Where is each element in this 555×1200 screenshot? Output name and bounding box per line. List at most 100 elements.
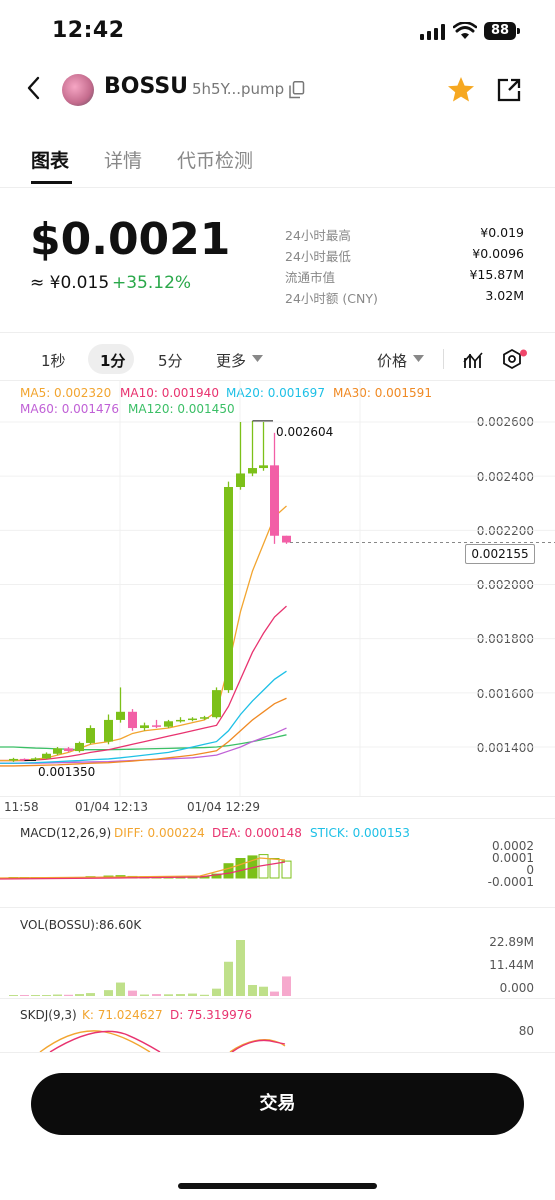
volume-bar bbox=[116, 982, 125, 996]
tab-details[interactable]: 详情 bbox=[104, 150, 143, 172]
high-price-label: 0.002604 bbox=[276, 425, 334, 439]
copy-icon[interactable] bbox=[289, 81, 305, 99]
macd-axis-label: 0.0002 bbox=[492, 839, 534, 853]
volume-bar bbox=[53, 994, 62, 996]
volume-bar bbox=[224, 961, 233, 996]
volume-bar bbox=[75, 994, 84, 996]
tab-chart[interactable]: 图表 bbox=[31, 150, 70, 172]
macd-dea-line bbox=[0, 861, 286, 880]
volume-bar bbox=[188, 993, 197, 996]
star-icon[interactable] bbox=[447, 76, 475, 103]
candle bbox=[116, 711, 125, 720]
more-dropdown-icon bbox=[252, 355, 263, 362]
candle bbox=[53, 748, 62, 754]
current-price-tag: 0.002155 bbox=[465, 544, 535, 564]
candle bbox=[31, 758, 40, 760]
volume-axis-label: 11.44M bbox=[489, 958, 534, 972]
tab-bar: 图表 详情 代币检测 bbox=[0, 138, 555, 188]
volume-axis-label: 22.89M bbox=[489, 935, 534, 949]
stat-value: 3.02M bbox=[485, 288, 524, 303]
status-bar: 12:42 88 bbox=[0, 0, 555, 60]
timeframe-more[interactable]: 更多 bbox=[216, 352, 247, 370]
candle bbox=[42, 753, 51, 759]
volume-bar bbox=[9, 995, 18, 996]
timeframe-1s[interactable]: 1秒 bbox=[41, 352, 66, 370]
volume-bar bbox=[20, 995, 29, 996]
stat-label: 24小时额 (CNY) bbox=[285, 291, 378, 306]
candle bbox=[259, 465, 268, 469]
ma30-label: MA30: 0.001591 bbox=[333, 386, 432, 400]
macd-title: MACD(12,26,9) bbox=[20, 826, 112, 840]
candlestick-chart[interactable] bbox=[0, 380, 555, 800]
volume-bar bbox=[259, 986, 268, 996]
candle bbox=[75, 742, 84, 752]
macd-diff-line bbox=[0, 857, 286, 879]
time-axis-label: 11:58 bbox=[4, 800, 39, 814]
volume-bar bbox=[212, 988, 221, 996]
share-icon[interactable] bbox=[496, 77, 522, 103]
wifi-icon bbox=[453, 22, 477, 39]
stat-label: 24小时最高 bbox=[285, 228, 351, 243]
candle bbox=[104, 719, 113, 742]
volume-bar bbox=[176, 994, 185, 996]
timeframe-5m[interactable]: 5分 bbox=[158, 352, 183, 370]
indicator-icon[interactable] bbox=[463, 350, 483, 370]
candle bbox=[64, 748, 73, 752]
macd-stick: STICK: 0.000153 bbox=[310, 826, 410, 840]
ma10-label: MA10: 0.001940 bbox=[120, 386, 219, 400]
candle bbox=[282, 535, 291, 543]
back-icon[interactable] bbox=[26, 76, 40, 105]
price-usd: $0.0021 bbox=[30, 214, 231, 265]
token-address: 5h5Y...pump bbox=[192, 80, 285, 98]
stat-value: ¥0.019 bbox=[480, 225, 524, 240]
volume-bar bbox=[140, 994, 149, 996]
volume-bar bbox=[200, 994, 209, 996]
status-time: 12:42 bbox=[52, 18, 125, 43]
tab-token-check[interactable]: 代币检测 bbox=[177, 150, 254, 172]
macd-bar bbox=[223, 863, 234, 879]
stat-value: ¥15.87M bbox=[469, 267, 524, 282]
ma20-line bbox=[0, 670, 287, 764]
trade-button[interactable]: 交易 bbox=[31, 1073, 524, 1135]
volume-title: VOL(BOSSU):86.60K bbox=[20, 918, 142, 932]
token-header: BOSSU 5h5Y...pump bbox=[0, 62, 555, 118]
stat-value: ¥0.0096 bbox=[472, 246, 524, 261]
skdj-title: SKDJ(9,3) bbox=[20, 1008, 77, 1022]
tabs-divider bbox=[0, 187, 555, 188]
candle bbox=[236, 473, 245, 487]
candle bbox=[224, 487, 233, 691]
timeframe-active-bg bbox=[88, 344, 134, 374]
candle bbox=[176, 719, 185, 722]
tab-active-indicator bbox=[31, 181, 72, 184]
volume-bar bbox=[42, 995, 51, 996]
volume-bar bbox=[128, 990, 137, 996]
toolbar-separator bbox=[443, 349, 444, 369]
price-change: +35.12% bbox=[112, 273, 192, 293]
macd-axis-label: -0.0001 bbox=[487, 875, 534, 889]
macd-dea: DEA: 0.000148 bbox=[212, 826, 302, 840]
timeframe-1m[interactable]: 1分 bbox=[100, 352, 126, 370]
volume-bar bbox=[64, 994, 73, 996]
candle bbox=[140, 725, 149, 729]
ma120-line bbox=[0, 734, 287, 751]
price-axis-label: 0.001400 bbox=[476, 741, 534, 755]
volume-chart bbox=[9, 940, 291, 996]
section-divider bbox=[0, 907, 555, 908]
candle bbox=[212, 690, 221, 718]
volume-bar bbox=[236, 940, 245, 996]
candle bbox=[152, 725, 161, 727]
section-divider bbox=[0, 1052, 555, 1053]
low-price-label: 0.001350 bbox=[38, 765, 96, 779]
price-type-menu[interactable]: 价格 bbox=[377, 352, 408, 370]
token-symbol: BOSSU bbox=[104, 74, 189, 99]
macd-bar bbox=[235, 858, 246, 879]
settings-icon[interactable] bbox=[502, 348, 528, 372]
ma120-label: MA120: 0.001450 bbox=[128, 402, 235, 416]
skdj-axis-label: 80 bbox=[518, 1024, 534, 1038]
ma10-line bbox=[0, 605, 287, 762]
time-axis-label: 01/04 12:29 bbox=[187, 800, 260, 814]
candle bbox=[188, 718, 197, 721]
ma30-line bbox=[0, 697, 287, 767]
candle bbox=[200, 717, 209, 719]
price-axis-label: 0.002400 bbox=[476, 470, 534, 484]
